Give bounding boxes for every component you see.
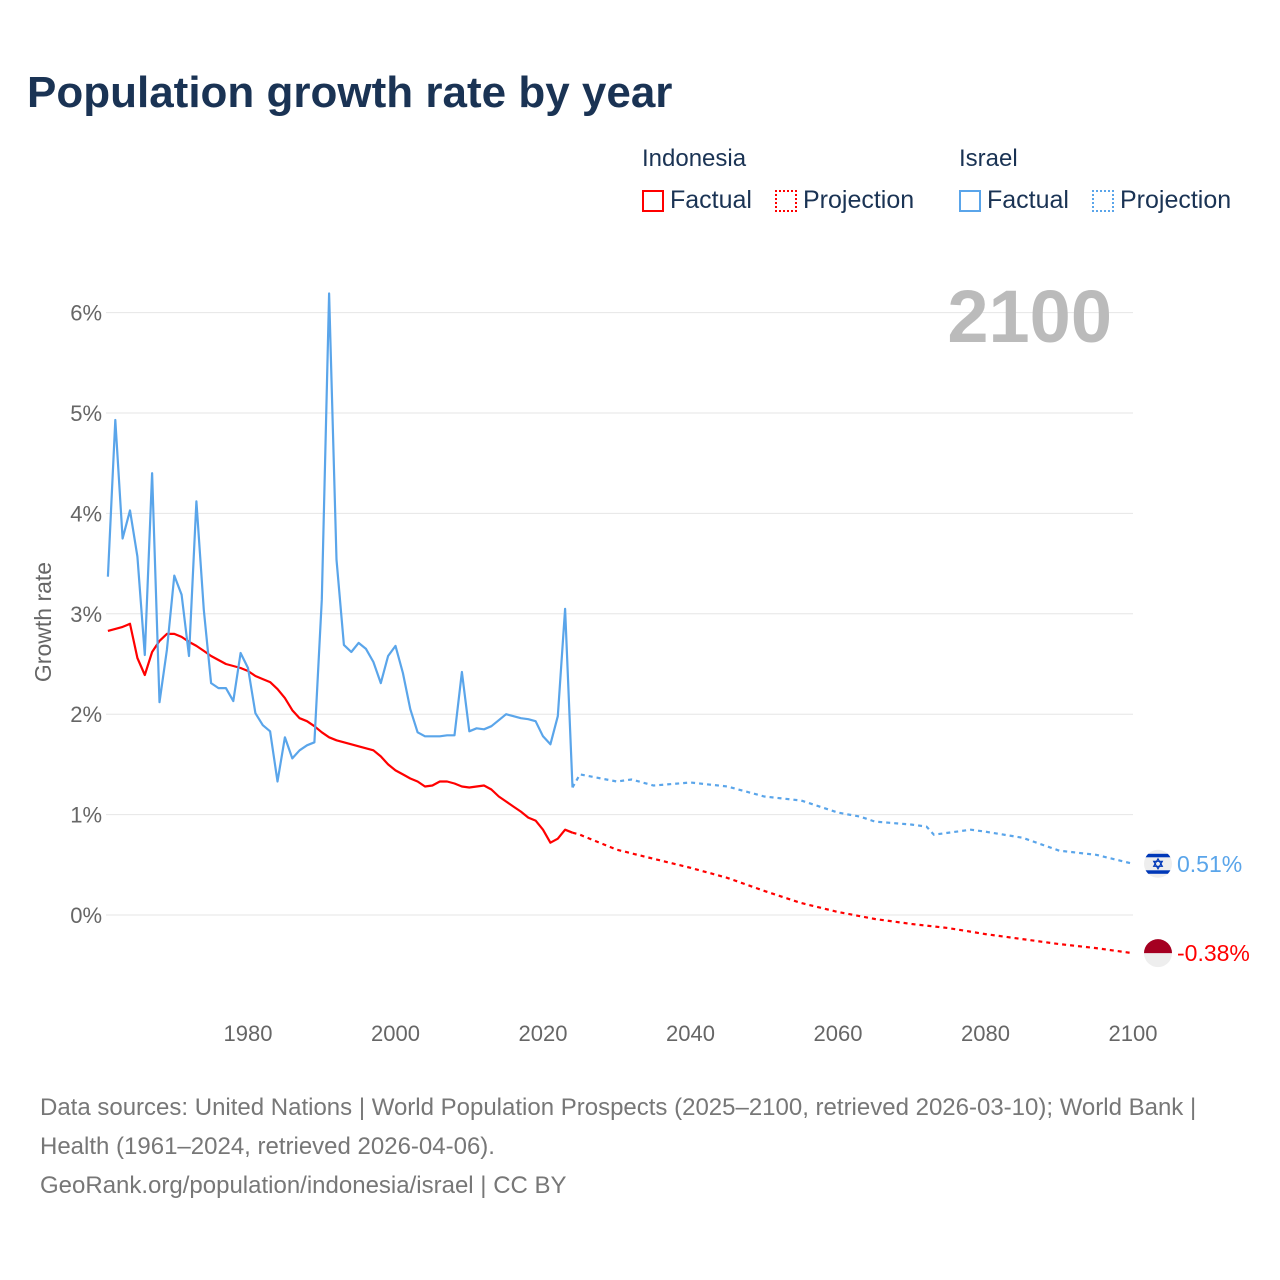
x-tick-label: 2020 <box>519 1021 568 1046</box>
indonesia-end-label: -0.38% <box>1177 940 1250 966</box>
legend-swatch-dotted <box>1092 189 1114 212</box>
legend-swatch-solid <box>959 189 981 212</box>
israel-end-label: 0.51% <box>1177 851 1242 877</box>
legend-group-israel: Israel <box>959 145 1018 172</box>
series-lines <box>106 292 1134 955</box>
indonesia-projection-line <box>572 831 1134 955</box>
legend-label: Projection <box>803 186 915 214</box>
attribution-link[interactable]: GeoRank.org/population/indonesia/israel … <box>40 1172 567 1199</box>
legend-group-indonesia: Indonesia <box>642 145 747 172</box>
y-tick-label: 1% <box>70 803 102 828</box>
y-axis-label: Growth rate <box>30 562 56 682</box>
x-tick-label: 2040 <box>666 1021 715 1046</box>
legend-swatch-solid <box>642 189 664 212</box>
line-chart: 0% 1% 2% 3% 4% 5% 6% 1980 2000 2020 2040 2060 2080 2… <box>30 275 1250 1046</box>
legend-swatch-dotted <box>775 189 797 212</box>
gridlines <box>106 312 1133 916</box>
israel-projection-line <box>571 773 1134 865</box>
y-tick-label: 0% <box>70 903 102 928</box>
year-label: 2100 <box>947 275 1112 358</box>
y-tick-label: 6% <box>70 301 102 326</box>
israel-flag-icon <box>1144 849 1172 878</box>
legend-israel-factual[interactable]: Factual <box>959 186 1069 215</box>
x-tick-label: 2060 <box>814 1021 863 1046</box>
chart-title: Population growth rate by year <box>27 68 673 117</box>
end-markers: -0.38% 0.51% <box>1144 849 1250 968</box>
y-tick-label: 2% <box>70 702 102 727</box>
legend-label: Factual <box>987 186 1069 214</box>
israel-factual-line <box>106 292 574 788</box>
x-tick-label: 1980 <box>224 1021 273 1046</box>
source-note: Data sources: United Nations | World Pop… <box>40 1088 1240 1205</box>
x-axis-ticks: 1980 2000 2020 2040 2060 2080 2100 <box>224 1021 1158 1046</box>
y-tick-label: 4% <box>70 501 102 526</box>
x-tick-label: 2080 <box>961 1021 1010 1046</box>
y-tick-label: 3% <box>70 602 102 627</box>
legend-indonesia-projection[interactable]: Projection <box>775 186 914 215</box>
legend-indonesia-factual[interactable]: Factual <box>642 186 752 215</box>
legend-label: Factual <box>670 186 752 214</box>
x-tick-label: 2100 <box>1109 1021 1158 1046</box>
indonesia-factual-line <box>107 622 573 844</box>
legend-label: Projection <box>1120 186 1232 214</box>
x-tick-label: 2000 <box>371 1021 420 1046</box>
data-sources: Data sources: United Nations | World Pop… <box>40 1094 1197 1160</box>
y-tick-label: 5% <box>70 401 102 426</box>
indonesia-flag-icon <box>1144 939 1172 968</box>
legend-israel-projection[interactable]: Projection <box>1092 186 1231 215</box>
y-axis-ticks: 0% 1% 2% 3% 4% 5% 6% <box>70 301 102 928</box>
